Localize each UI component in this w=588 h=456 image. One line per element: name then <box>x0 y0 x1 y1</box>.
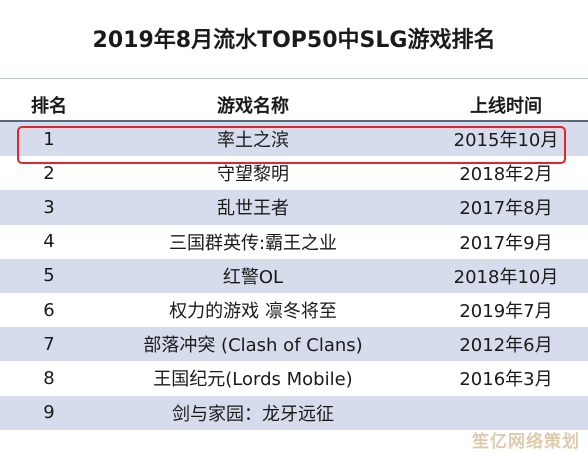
ranking-table: 排名 游戏名称 上线时间 1 率土之滨 2015年10月 2 守望黎明 2018… <box>0 88 588 430</box>
row-rank: 5 <box>43 265 55 287</box>
row-launch: 2018年10月 <box>453 266 559 288</box>
table-row: 4 三国群英传:霸王之业 2017年9月 <box>0 225 588 259</box>
row-name: 剑与家园：龙牙远征 <box>172 403 334 425</box>
row-name: 率土之滨 <box>217 130 289 152</box>
row-launch <box>420 396 588 430</box>
table-row: 2 守望黎明 2018年2月 <box>0 156 588 190</box>
watermark-logo: 笙亿网络策划 <box>472 432 580 452</box>
row-rank: 3 <box>43 196 55 218</box>
row-launch: 2016年3月 <box>459 369 553 391</box>
page-title: 2019年8月流水TOP50中SLG游戏排名 <box>92 28 496 53</box>
row-rank: 9 <box>43 402 55 424</box>
row-launch: 2015年10月 <box>453 130 559 152</box>
row-launch: 2019年7月 <box>459 301 553 323</box>
row-name: 守望黎明 <box>217 164 289 186</box>
table-row: 9 剑与家园：龙牙远征 <box>0 395 588 430</box>
header-launch: 上线时间 <box>470 96 542 117</box>
table-row: 8 王国纪元(Lords Mobile) 2016年3月 <box>0 361 588 395</box>
table-row: 1 率土之滨 2015年10月 <box>0 122 588 157</box>
row-launch: 2012年6月 <box>459 335 553 357</box>
row-rank: 1 <box>43 128 55 150</box>
row-name: 权力的游戏 凛冬将至 <box>169 301 337 323</box>
row-rank: 2 <box>43 162 55 184</box>
table-header-row: 排名 游戏名称 上线时间 <box>0 88 588 122</box>
row-name: 部落冲突 (Clash of Clans) <box>143 335 363 357</box>
table-row: 6 权力的游戏 凛冬将至 2019年7月 <box>0 293 588 327</box>
row-launch: 2017年9月 <box>459 232 553 254</box>
table-row: 5 红警OL 2018年10月 <box>0 258 588 293</box>
header-divider <box>0 120 588 122</box>
row-rank: 7 <box>43 333 55 355</box>
header-rank: 排名 <box>31 96 67 117</box>
row-launch: 2017年8月 <box>459 198 553 220</box>
row-name: 红警OL <box>222 266 284 288</box>
row-name: 三国群英传:霸王之业 <box>168 232 338 254</box>
table-row: 3 乱世王者 2017年8月 <box>0 190 588 225</box>
row-rank: 4 <box>43 231 55 253</box>
row-name: 乱世王者 <box>217 198 289 220</box>
top-divider <box>0 78 588 79</box>
row-rank: 8 <box>43 367 55 389</box>
row-rank: 6 <box>43 299 55 321</box>
header-name: 游戏名称 <box>217 96 289 117</box>
row-name: 王国纪元(Lords Mobile) <box>153 369 353 391</box>
row-launch: 2018年2月 <box>459 164 553 186</box>
table-row: 7 部落冲突 (Clash of Clans) 2012年6月 <box>0 327 588 362</box>
